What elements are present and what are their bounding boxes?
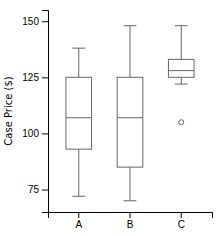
y-axis-title: Case Price ($) bbox=[3, 76, 14, 145]
median bbox=[168, 70, 194, 71]
y-tick: 125 bbox=[22, 72, 48, 83]
box-group bbox=[168, 26, 194, 125]
x-tick: B bbox=[127, 212, 134, 230]
cap-high bbox=[72, 48, 85, 49]
cap-low bbox=[124, 200, 137, 201]
x-tick-label: A bbox=[75, 219, 82, 230]
median bbox=[117, 117, 143, 118]
box-group bbox=[66, 48, 92, 196]
cap-low bbox=[72, 196, 85, 197]
y-tick: 75 bbox=[28, 184, 48, 195]
box-group bbox=[117, 26, 143, 201]
x-tick-label: C bbox=[178, 219, 185, 230]
x-axis: A B C bbox=[49, 212, 213, 230]
box bbox=[66, 77, 92, 149]
box bbox=[168, 59, 194, 77]
y-axis: 75 100 125 150 bbox=[22, 11, 48, 213]
y-tick-label: 100 bbox=[22, 128, 39, 139]
whisker-low bbox=[181, 77, 182, 84]
y-tick-label: 125 bbox=[22, 72, 39, 83]
cap-low bbox=[175, 84, 188, 85]
whisker-high bbox=[78, 48, 79, 77]
x-tick: C bbox=[178, 212, 185, 230]
y-tick: 150 bbox=[22, 16, 48, 27]
y-tick-mark bbox=[42, 133, 48, 134]
chart: 75 100 125 150 A B C Case Price ($) bbox=[0, 0, 222, 236]
boxes bbox=[66, 26, 194, 201]
y-tick: 100 bbox=[22, 128, 48, 139]
cap-high bbox=[124, 25, 137, 26]
y-tick-mark bbox=[42, 190, 48, 191]
median bbox=[66, 117, 92, 118]
plot: 75 100 125 150 A B C bbox=[22, 11, 212, 231]
whisker-low bbox=[78, 149, 79, 196]
y-tick-label: 150 bbox=[22, 16, 39, 27]
cap-high bbox=[175, 25, 188, 26]
y-tick-mark bbox=[42, 77, 48, 78]
whisker-low bbox=[130, 167, 131, 201]
whisker-high bbox=[130, 26, 131, 78]
y-tick-mark bbox=[42, 21, 48, 22]
y-tick-label: 75 bbox=[28, 184, 40, 195]
x-tick-label: B bbox=[127, 219, 134, 230]
y-axis-line bbox=[42, 11, 49, 213]
x-axis-line bbox=[49, 213, 213, 219]
flier bbox=[179, 120, 184, 125]
x-tick: A bbox=[75, 212, 82, 230]
x-tick-mark bbox=[130, 212, 131, 218]
box bbox=[117, 77, 143, 167]
whisker-high bbox=[181, 26, 182, 60]
x-tick-mark bbox=[181, 212, 182, 218]
x-tick-mark bbox=[78, 212, 79, 218]
